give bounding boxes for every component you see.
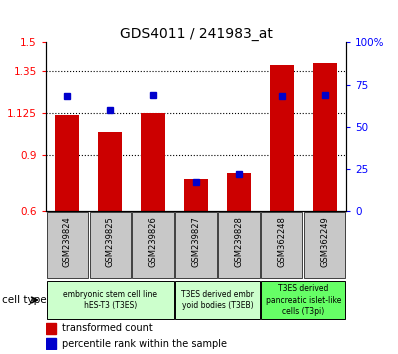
Bar bbox=[55, 115, 79, 211]
Bar bbox=[176, 281, 259, 319]
Bar bbox=[270, 65, 294, 211]
Text: embryonic stem cell line
hES-T3 (T3ES): embryonic stem cell line hES-T3 (T3ES) bbox=[63, 290, 157, 310]
Bar bbox=[98, 132, 122, 211]
Text: GSM239827: GSM239827 bbox=[191, 216, 201, 267]
Text: cell type: cell type bbox=[2, 295, 47, 305]
Text: transformed count: transformed count bbox=[62, 324, 153, 333]
Text: T3ES derived embr
yoid bodies (T3EB): T3ES derived embr yoid bodies (T3EB) bbox=[181, 290, 254, 310]
Text: GSM239825: GSM239825 bbox=[105, 216, 115, 267]
Bar bbox=[261, 212, 302, 278]
Text: percentile rank within the sample: percentile rank within the sample bbox=[62, 338, 227, 349]
Text: GSM362248: GSM362248 bbox=[277, 216, 287, 267]
Bar bbox=[90, 212, 131, 278]
Bar bbox=[219, 212, 259, 278]
Bar bbox=[176, 212, 217, 278]
Bar bbox=[47, 212, 88, 278]
Text: GSM239828: GSM239828 bbox=[234, 216, 244, 267]
Text: GSM239826: GSM239826 bbox=[148, 216, 158, 267]
Bar bbox=[261, 281, 345, 319]
Bar bbox=[304, 212, 345, 278]
Title: GDS4011 / 241983_at: GDS4011 / 241983_at bbox=[119, 28, 273, 41]
Bar bbox=[184, 179, 208, 211]
Bar bbox=[46, 338, 56, 349]
Bar bbox=[46, 324, 56, 334]
Bar bbox=[227, 173, 251, 211]
Text: GSM362249: GSM362249 bbox=[320, 216, 329, 267]
Bar bbox=[141, 114, 165, 211]
Bar bbox=[313, 63, 337, 211]
Bar bbox=[133, 212, 174, 278]
Text: GSM239824: GSM239824 bbox=[63, 216, 72, 267]
Text: T3ES derived
pancreatic islet-like
cells (T3pi): T3ES derived pancreatic islet-like cells… bbox=[265, 284, 341, 316]
Bar bbox=[47, 281, 174, 319]
